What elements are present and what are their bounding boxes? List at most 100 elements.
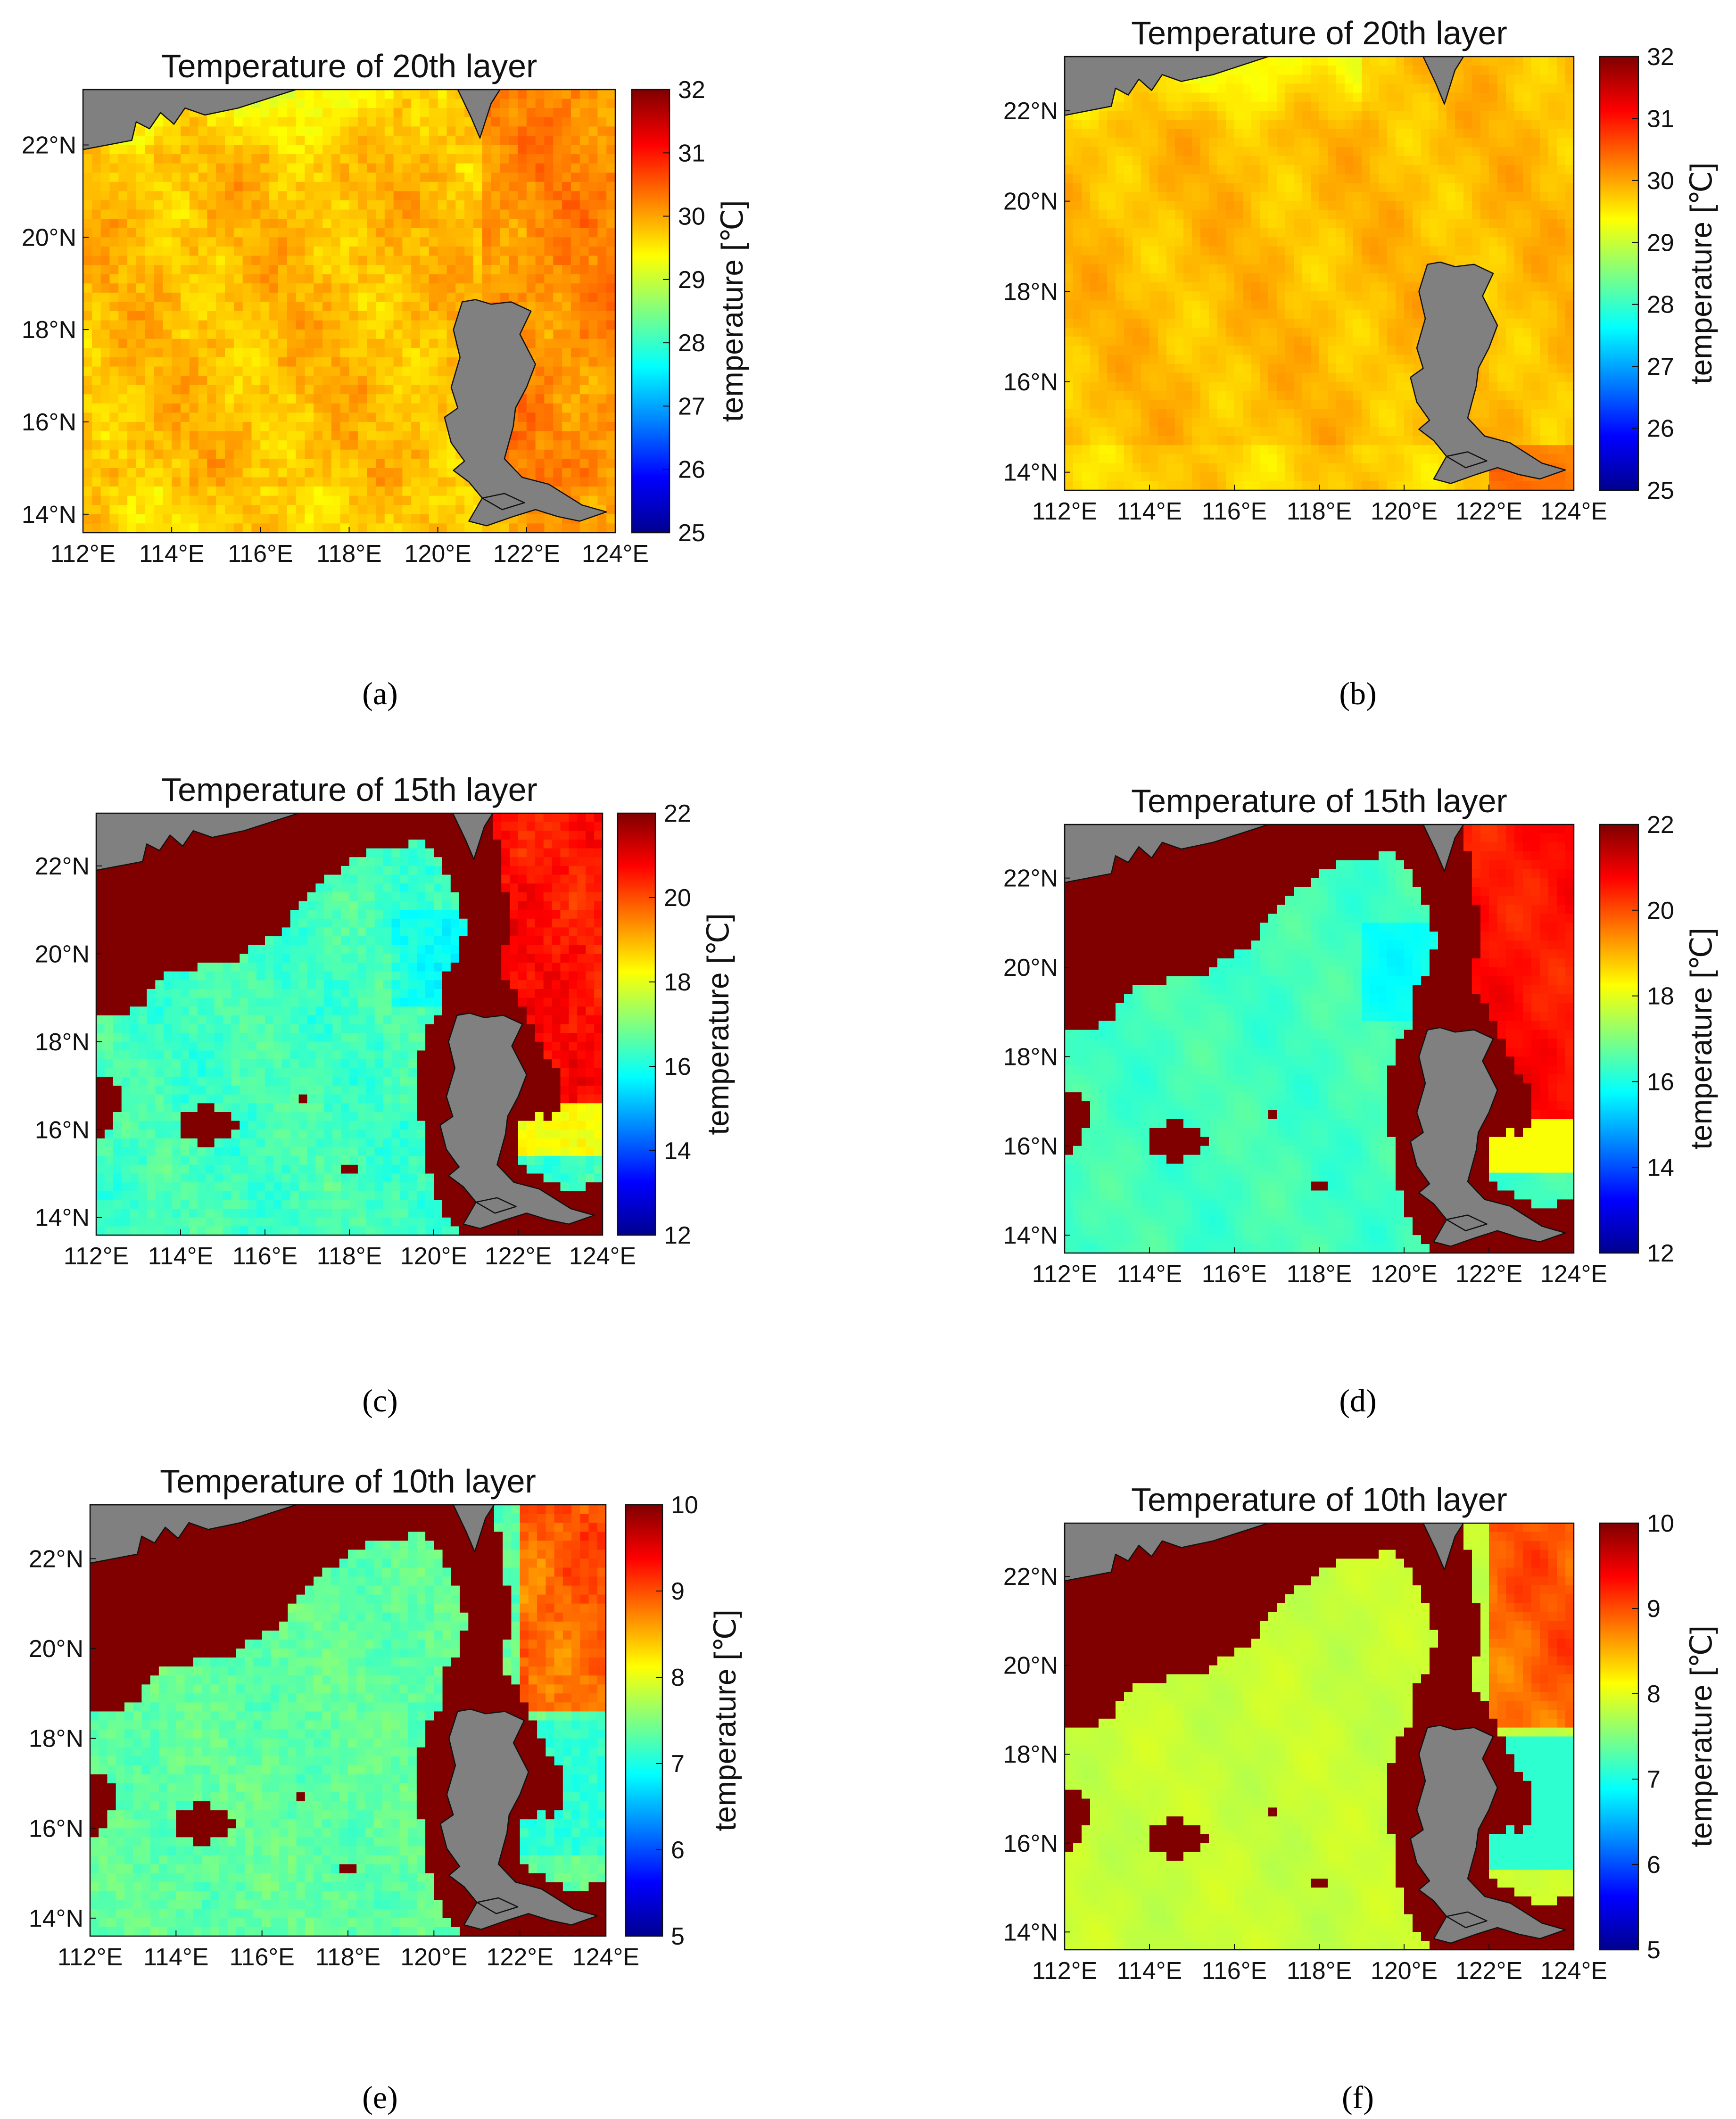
heat-cell — [1353, 481, 1362, 491]
heat-cell — [216, 145, 225, 155]
heat-cell — [358, 265, 367, 274]
heat-cell — [385, 293, 394, 302]
heat-cell — [1124, 256, 1133, 265]
heat-cell — [1336, 301, 1345, 310]
heat-cell — [606, 496, 616, 505]
heat-cell — [606, 108, 616, 117]
heat-cell — [1175, 400, 1184, 409]
heat-cell — [1200, 328, 1209, 337]
heat-cell — [287, 228, 297, 238]
heat-cell — [1345, 373, 1354, 382]
heat-cell — [394, 302, 403, 311]
heat-cell — [402, 126, 412, 136]
heat-cell — [1328, 102, 1337, 111]
heat-cell — [101, 191, 110, 200]
heat-cell — [1404, 192, 1413, 202]
heat-cell — [473, 265, 483, 274]
heat-cell — [1302, 463, 1311, 473]
heat-cell — [1311, 382, 1320, 391]
heat-cell — [1260, 174, 1269, 183]
heat-cell — [358, 367, 367, 376]
heat-cell — [1379, 436, 1388, 445]
heat-cell — [385, 210, 394, 219]
heat-cell — [234, 330, 243, 339]
heat-cell — [1370, 355, 1379, 364]
heat-cell — [1243, 66, 1252, 75]
heat-cell — [296, 90, 306, 99]
heat-cell — [1175, 301, 1184, 310]
heat-cell — [1243, 454, 1252, 463]
heat-cell — [394, 293, 403, 302]
heat-cell — [101, 348, 110, 357]
heat-cell — [243, 440, 252, 450]
heat-cell — [482, 256, 492, 265]
heat-cell — [118, 459, 128, 468]
heat-cell — [589, 237, 598, 247]
heat-cell — [376, 117, 385, 127]
heat-cell — [358, 486, 367, 496]
heat-cell — [589, 265, 598, 274]
heat-cell — [127, 247, 137, 256]
heat-cell — [243, 210, 252, 219]
heat-cell — [305, 478, 314, 487]
heat-cell — [1379, 228, 1388, 238]
heat-cell — [305, 126, 314, 136]
heat-cell — [278, 237, 288, 247]
heat-cell — [1192, 228, 1201, 238]
heat-cell — [1183, 445, 1192, 454]
heat-cell — [1319, 264, 1328, 274]
heat-cell — [1124, 319, 1133, 328]
heat-cell — [1396, 273, 1405, 283]
heat-cell — [1082, 346, 1091, 355]
heat-cell — [1268, 111, 1277, 120]
heat-cell — [1192, 165, 1201, 174]
heat-cell — [385, 154, 394, 164]
heat-cell — [1166, 264, 1175, 274]
heat-cell — [1302, 427, 1311, 437]
heat-cell — [1141, 391, 1150, 400]
heat-cell — [1158, 319, 1167, 328]
heat-cell — [1404, 66, 1413, 75]
heat-cell — [376, 99, 385, 108]
heat-cell — [597, 256, 607, 265]
heat-cell — [1183, 436, 1192, 445]
heat-cell — [1404, 129, 1413, 138]
heat-cell — [1226, 346, 1235, 355]
heat-cell — [1396, 346, 1405, 355]
heat-cell — [181, 367, 190, 376]
heat-cell — [1141, 228, 1150, 238]
heat-cell — [367, 478, 376, 487]
heat-cell — [553, 145, 562, 155]
heat-cell — [1379, 301, 1388, 310]
heat-cell — [1149, 319, 1158, 328]
heat-cell — [1107, 219, 1116, 229]
heat-cell — [1387, 463, 1396, 473]
heat-cell — [1362, 382, 1371, 391]
heat-cell — [1260, 328, 1269, 337]
heat-cell — [1413, 301, 1422, 310]
heat-cell — [314, 247, 323, 256]
heat-cell — [1116, 373, 1124, 382]
heat-cell — [1141, 418, 1150, 428]
heat-cell — [314, 459, 323, 468]
heat-cell — [527, 321, 536, 330]
heat-cell — [1200, 472, 1209, 482]
heat-cell — [349, 136, 359, 145]
heat-cell — [109, 274, 119, 284]
heat-cell — [385, 486, 394, 496]
heat-cell — [1302, 183, 1311, 192]
heat-cell — [1260, 310, 1269, 319]
heat-cell — [1133, 264, 1141, 274]
heat-cell — [544, 108, 554, 117]
heat-cell — [1396, 201, 1405, 211]
heat-cell — [340, 173, 350, 182]
heat-cell — [225, 219, 234, 228]
heat-cell — [163, 256, 172, 265]
heat-cell — [1243, 282, 1252, 292]
heat-cell — [438, 237, 447, 247]
heat-cell — [1379, 84, 1388, 93]
heat-cell — [252, 136, 261, 145]
heat-cell — [287, 247, 297, 256]
heat-cell — [1370, 472, 1379, 482]
heat-cell — [527, 468, 536, 478]
